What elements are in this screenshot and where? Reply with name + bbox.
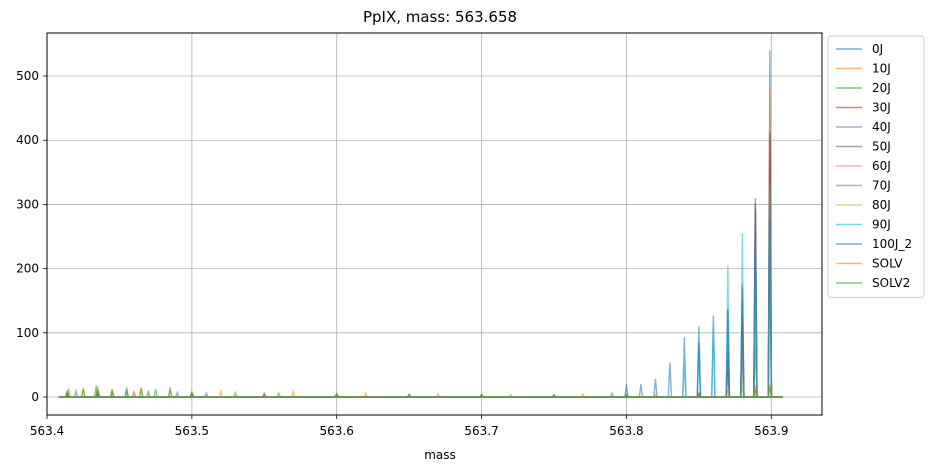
data-peak — [109, 389, 115, 398]
legend-entry: 50J — [872, 140, 891, 154]
data-peak — [167, 387, 173, 398]
y-tick-label: 400 — [16, 133, 39, 147]
data-peak — [508, 393, 513, 398]
legend-entry: 100J_2 — [872, 237, 912, 251]
y-tick-label: 500 — [16, 69, 39, 83]
tick-layer: 563.4 563.5 563.6 563.7 563.8 563.9 0 100 200 300… — [16, 69, 788, 438]
data-peak — [153, 389, 158, 398]
data-peak — [767, 220, 773, 398]
data-peak — [276, 391, 282, 398]
series-10j — [58, 88, 783, 398]
data-peak — [682, 364, 687, 398]
x-tick-label: 563.6 — [320, 424, 354, 438]
data-peak — [131, 389, 137, 398]
data-peak — [363, 391, 368, 398]
legend-box — [827, 35, 925, 298]
y-tick-label: 0 — [31, 390, 39, 404]
series-solv2 — [58, 387, 783, 398]
x-tick-label: 563.5 — [175, 424, 209, 438]
x-tick-label: 563.9 — [754, 424, 788, 438]
data-peak — [653, 393, 658, 398]
data-peak — [218, 388, 224, 398]
data-peak — [711, 326, 716, 398]
plot-frame — [46, 32, 823, 416]
series-solv — [58, 384, 783, 398]
y-tick-label: 200 — [16, 262, 39, 276]
data-peak — [740, 287, 745, 398]
data-peak — [146, 390, 151, 398]
series-20j — [58, 165, 783, 398]
data-peak — [95, 391, 100, 398]
grid-layer — [46, 33, 822, 415]
legend-entry: SOLV2 — [872, 276, 910, 290]
series-60j — [58, 236, 783, 398]
y-tick-label: 100 — [16, 326, 39, 340]
data-peak — [551, 393, 557, 398]
legend: 0J 10J 20J 30J 40J 50J 60J 70J 80J 90J 100J_2 SOLV S… — [827, 35, 925, 298]
data-peak — [80, 389, 86, 398]
data-peak — [290, 389, 296, 398]
legend-entry: 60J — [872, 159, 891, 173]
legend-entry: 10J — [872, 62, 891, 76]
data-peak — [406, 393, 412, 398]
data-peak — [696, 342, 702, 398]
legend-entry: 40J — [872, 120, 891, 134]
x-tick-label: 563.7 — [464, 424, 498, 438]
chart-title: PpIX, mass: 563.658 — [363, 8, 517, 26]
legend-entry: 0J — [872, 42, 883, 56]
legend-entry: SOLV — [872, 257, 903, 271]
legend-entry: 20J — [872, 81, 891, 95]
series-40j — [58, 204, 783, 398]
data-peak — [138, 388, 144, 398]
data-peak — [667, 362, 673, 398]
data-peak — [73, 388, 79, 398]
data-peak — [580, 393, 586, 398]
data-peak — [435, 392, 441, 398]
data-peak — [638, 384, 644, 398]
series-30j — [58, 132, 783, 398]
data-peak — [624, 394, 629, 398]
data-peak — [653, 378, 658, 398]
data-peak — [753, 207, 758, 398]
legend-entry: 70J — [872, 179, 891, 193]
legend-entry: 80J — [872, 198, 891, 212]
legend-entry: 90J — [872, 218, 891, 232]
data-peak — [189, 392, 195, 398]
series-100j-2 — [58, 207, 783, 398]
data-peak — [262, 392, 267, 398]
data-peak — [124, 387, 129, 398]
data-peak — [479, 394, 484, 398]
data-peak — [233, 390, 238, 398]
data-peak — [725, 310, 731, 398]
x-tick-label: 563.4 — [30, 424, 64, 438]
data-peak — [204, 391, 209, 398]
data-peak — [175, 390, 180, 398]
data-peak — [624, 384, 629, 398]
data-peak — [65, 392, 70, 398]
y-tick-label: 300 — [16, 197, 39, 211]
data-peak — [767, 387, 773, 398]
x-axis-label: mass — [424, 448, 456, 462]
series-70j — [58, 223, 783, 398]
data-peak — [753, 390, 758, 398]
series-layer — [58, 50, 783, 398]
legend-entry: 30J — [872, 101, 891, 115]
data-peak — [609, 391, 615, 398]
series-90j — [58, 185, 783, 398]
x-tick-label: 563.8 — [609, 424, 643, 438]
series-0j — [58, 50, 783, 398]
data-peak — [334, 393, 339, 398]
